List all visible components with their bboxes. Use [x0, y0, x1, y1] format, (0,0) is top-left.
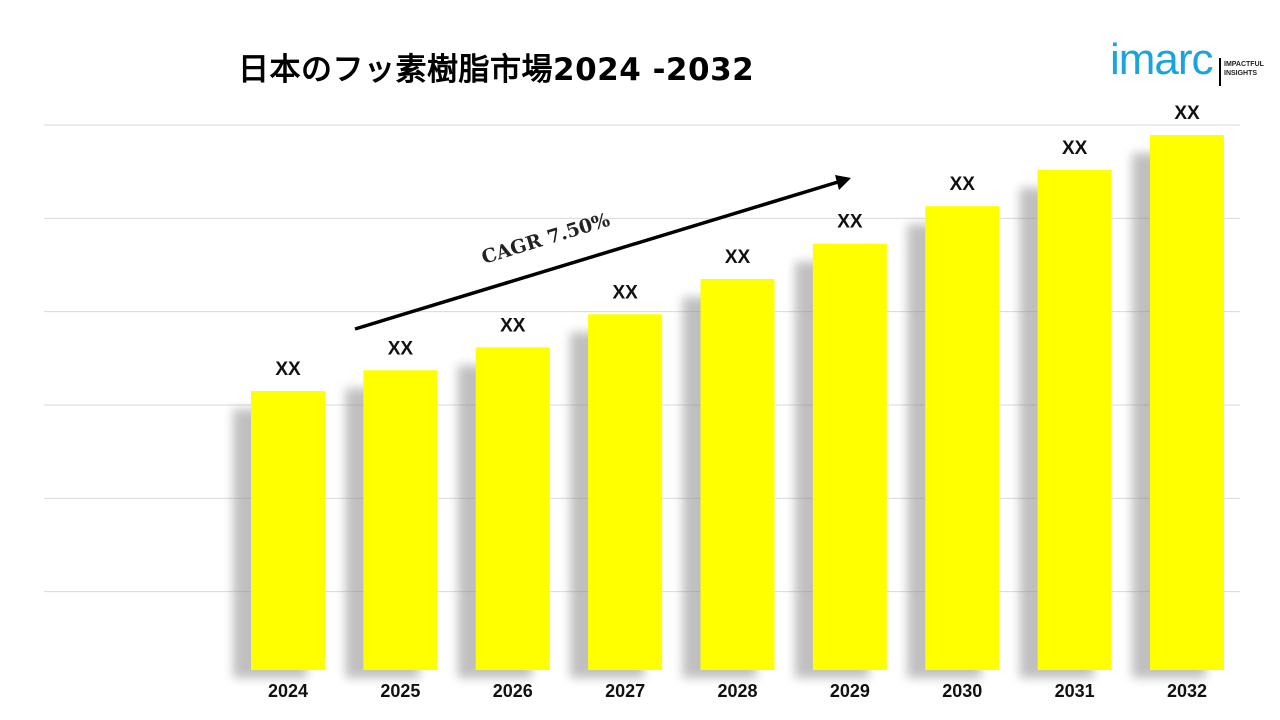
logo-wordmark: imarc — [1110, 35, 1214, 84]
bar-2031 — [1037, 169, 1112, 671]
cagr-arrow-head — [835, 175, 851, 190]
data-label: XX — [837, 212, 863, 233]
logo-tagline-line-2: INSIGHTS — [1224, 70, 1258, 77]
x-tick-label: 2027 — [605, 681, 645, 701]
data-labels: XX XX XX XX XX XX XX XX XX — [275, 103, 1200, 380]
logo-tagline-line-1: IMPACTFUL — [1224, 61, 1264, 68]
x-tick-label: 2025 — [380, 681, 420, 701]
bar-2028 — [700, 279, 775, 670]
x-tick-label: 2028 — [717, 681, 757, 701]
bar-2024 — [251, 391, 325, 670]
bars — [251, 135, 1224, 671]
data-label: XX — [1062, 138, 1088, 159]
cagr-arrow-line — [354, 180, 839, 331]
bar-2025 — [363, 370, 438, 670]
bar-2026 — [475, 347, 550, 670]
x-tick-label: 2029 — [830, 681, 870, 701]
logo-divider — [1219, 58, 1221, 86]
data-label: XX — [1174, 103, 1200, 124]
bar-2027 — [588, 314, 663, 670]
x-tick-label: 2026 — [493, 681, 533, 701]
data-label: XX — [612, 282, 638, 303]
bar-2030 — [925, 206, 1000, 670]
x-axis-ticks: 2024 2025 2026 2027 2028 2029 2030 2031 2032 — [268, 681, 1207, 701]
x-tick-label: 2030 — [942, 681, 982, 701]
data-label: XX — [725, 247, 751, 268]
data-label: XX — [500, 315, 526, 336]
cagr-annotation: CAGR 7.50% — [354, 175, 851, 331]
data-label: XX — [950, 174, 976, 195]
x-tick-label: 2024 — [268, 681, 308, 701]
imarc-logo: imarc IMPACTFUL INSIGHTS — [1110, 35, 1264, 92]
bar-2029 — [812, 243, 887, 670]
chart-title: 日本のフッ素樹脂市場2024 -2032 — [238, 52, 755, 88]
data-label: XX — [388, 338, 414, 359]
x-tick-label: 2031 — [1055, 681, 1095, 701]
bar-2032 — [1150, 135, 1224, 670]
x-tick-label: 2032 — [1167, 681, 1207, 701]
data-label: XX — [275, 359, 301, 380]
logo-tagline: IMPACTFUL INSIGHTS — [1224, 60, 1264, 78]
